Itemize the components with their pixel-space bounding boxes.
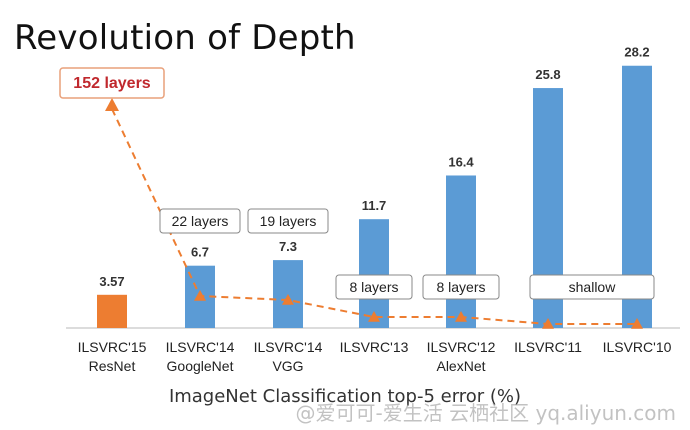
value-label-2: 7.3: [279, 239, 297, 254]
depth-22-layers-box: [159, 208, 241, 234]
x-axis-title: ImageNet Classification top-5 error (%): [168, 386, 522, 407]
value-label-6: 28.2: [624, 45, 649, 60]
category-label-0-1: ResNet: [89, 358, 136, 374]
bar-3: [359, 219, 389, 328]
depth-shallow-box: [529, 274, 655, 300]
category-label-2-1: VGG: [272, 358, 303, 374]
watermark-text: @爱可可-爱生活 云栖社区 yq.aliyun.com: [295, 401, 676, 425]
depth-22-layers-label: 22 layers: [172, 213, 229, 229]
category-label-1-1: GoogleNet: [167, 358, 234, 374]
depth-19-layers-box: [247, 208, 329, 234]
category-label-4-1: AlexNet: [436, 358, 485, 374]
bar-4: [446, 175, 476, 328]
depth-marker-3: [368, 311, 380, 322]
value-label-5: 25.8: [535, 67, 560, 82]
bar-0: [97, 294, 127, 328]
depth-8-layers-zf-box: [335, 274, 413, 300]
category-label-2-0: ILSVRC'14: [254, 339, 323, 355]
category-label-0-0: ILSVRC'15: [78, 339, 147, 355]
depth-arrowhead: [105, 98, 119, 111]
depth-152-layers-box: [59, 67, 165, 99]
depth-marker-5: [542, 318, 554, 329]
depth-marker-4: [455, 311, 467, 322]
value-label-1: 6.7: [191, 245, 209, 260]
category-label-4-0: ILSVRC'12: [427, 339, 496, 355]
depth-marker-1: [194, 290, 206, 301]
depth-shallow-label: shallow: [569, 279, 617, 295]
category-label-6-0: ILSVRC'10: [603, 339, 672, 355]
category-label-3-0: ILSVRC'13: [340, 339, 409, 355]
depth-marker-2: [282, 294, 294, 305]
depth-8-layers-alexnet-label: 8 layers: [436, 279, 485, 295]
depth-8-layers-zf-label: 8 layers: [349, 279, 398, 295]
category-label-5-0: ILSVRC'11: [514, 339, 582, 355]
value-label-0: 3.57: [99, 274, 124, 289]
depth-8-layers-alexnet-box: [422, 274, 500, 300]
depth-19-layers-label: 19 layers: [260, 213, 317, 229]
value-label-3: 11.7: [362, 198, 387, 213]
depth-152-layers-label: 152 layers: [73, 75, 151, 92]
depth-marker-6: [631, 318, 643, 329]
value-label-4: 16.4: [448, 154, 474, 169]
category-label-1-0: ILSVRC'14: [166, 339, 235, 355]
chart-title: Revolution of Depth: [14, 18, 356, 58]
